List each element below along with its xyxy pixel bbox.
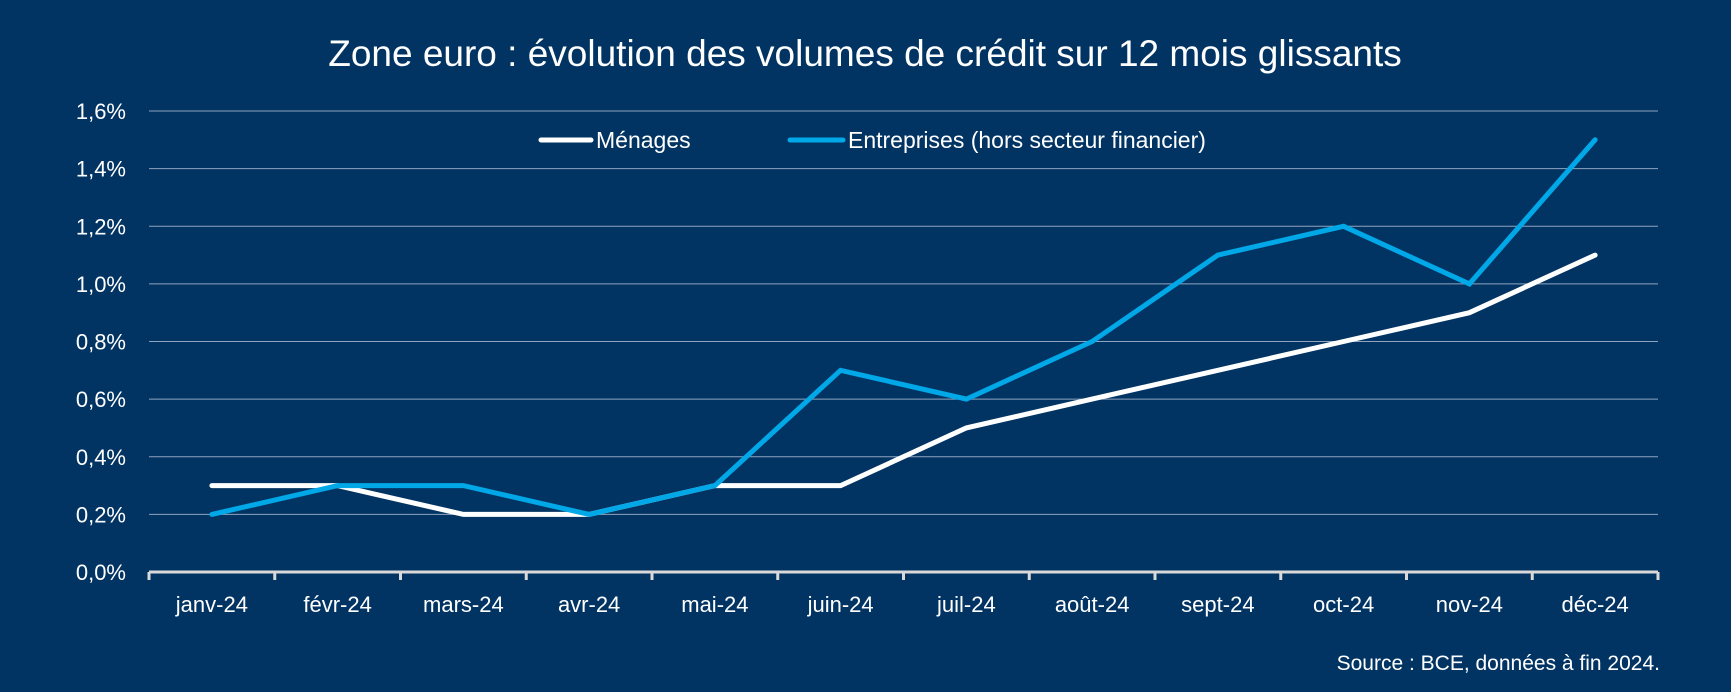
x-tick-label: mai-24 — [681, 592, 748, 617]
x-tick-label: nov-24 — [1436, 592, 1503, 617]
series-line-entreprises — [209, 137, 1598, 517]
y-axis-ticks: 0,0% 0,2% 0,4% 0,6% 0,8% 1,0% 1,2% 1,4% 1,6% — [76, 99, 126, 585]
x-tick-label: juil-24 — [936, 592, 996, 617]
y-tick-label: 0,6% — [76, 387, 126, 412]
series-line-menages — [209, 252, 1598, 517]
legend-label-entreprises: Entreprises (hors secteur financier) — [848, 127, 1206, 153]
x-tick-label: sept-24 — [1181, 592, 1254, 617]
x-tick-label: oct-24 — [1313, 592, 1374, 617]
y-tick-label: 0,0% — [76, 560, 126, 585]
y-tick-label: 0,4% — [76, 445, 126, 470]
x-tick-label: avr-24 — [558, 592, 620, 617]
grid-lines — [149, 110, 1658, 515]
y-tick-label: 1,6% — [76, 99, 126, 124]
x-axis: janv-24 févr-24 mars-24 avr-24 mai-24 juin-24… — [147, 570, 1660, 617]
x-tick-label: juin-24 — [807, 592, 874, 617]
x-tick-label: août-24 — [1055, 592, 1130, 617]
y-tick-label: 0,8% — [76, 330, 126, 355]
chart-title: Zone euro : évolution des volumes de cré… — [328, 33, 1402, 74]
x-tick-label: déc-24 — [1561, 592, 1628, 617]
legend: Ménages Entreprises (hors secteur financ… — [538, 127, 1206, 153]
source-note: Source : BCE, données à fin 2024. — [1337, 652, 1660, 675]
x-tick-label: mars-24 — [423, 592, 504, 617]
series-lines — [209, 137, 1598, 517]
y-tick-label: 1,2% — [76, 214, 126, 239]
y-tick-label: 1,0% — [76, 272, 126, 297]
x-tick-label: févr-24 — [303, 592, 371, 617]
y-tick-label: 0,2% — [76, 502, 126, 527]
legend-label-menages: Ménages — [596, 127, 691, 153]
y-tick-label: 1,4% — [76, 157, 126, 182]
x-tick-label: janv-24 — [175, 592, 248, 617]
